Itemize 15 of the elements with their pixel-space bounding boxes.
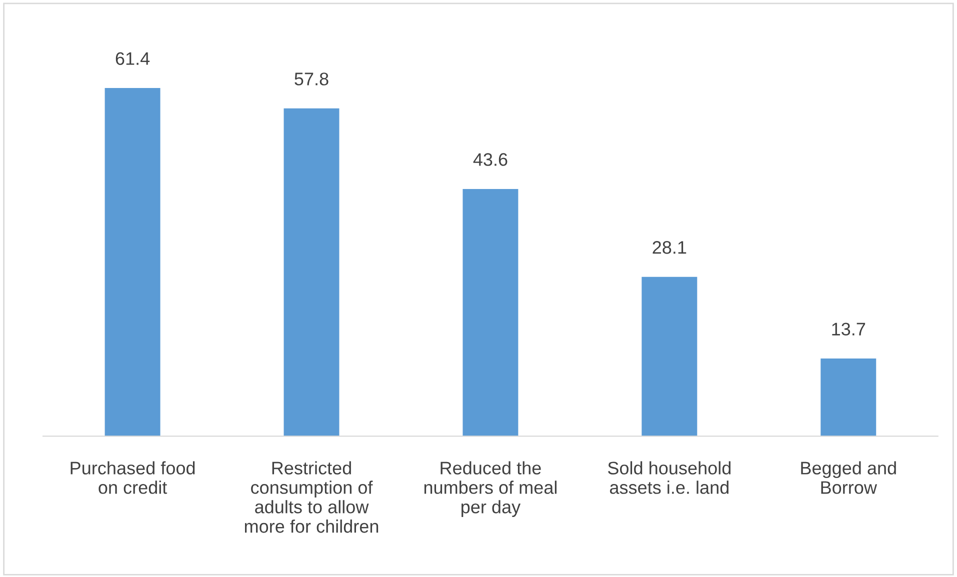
x-tick-label: Restricted consumption of adults to allow more for children xyxy=(244,461,378,533)
bar xyxy=(104,88,160,436)
data-label: 28.1 xyxy=(652,241,686,254)
x-tick-label: Reduced the numbers of meal per day xyxy=(424,461,556,517)
x-tick-label: Begged and Borrow xyxy=(801,461,896,494)
data-label: 13.7 xyxy=(832,322,866,336)
bar xyxy=(462,188,518,436)
data-label: 43.6 xyxy=(473,153,508,166)
bar xyxy=(820,358,876,436)
bar xyxy=(642,276,698,436)
data-label: 61.4 xyxy=(116,52,150,65)
data-label: 57.8 xyxy=(294,72,328,86)
x-tick-label: Sold household assets i.e. land xyxy=(608,461,731,494)
bar xyxy=(284,108,340,436)
x-tick-label: Purchased food on credit xyxy=(70,461,195,494)
